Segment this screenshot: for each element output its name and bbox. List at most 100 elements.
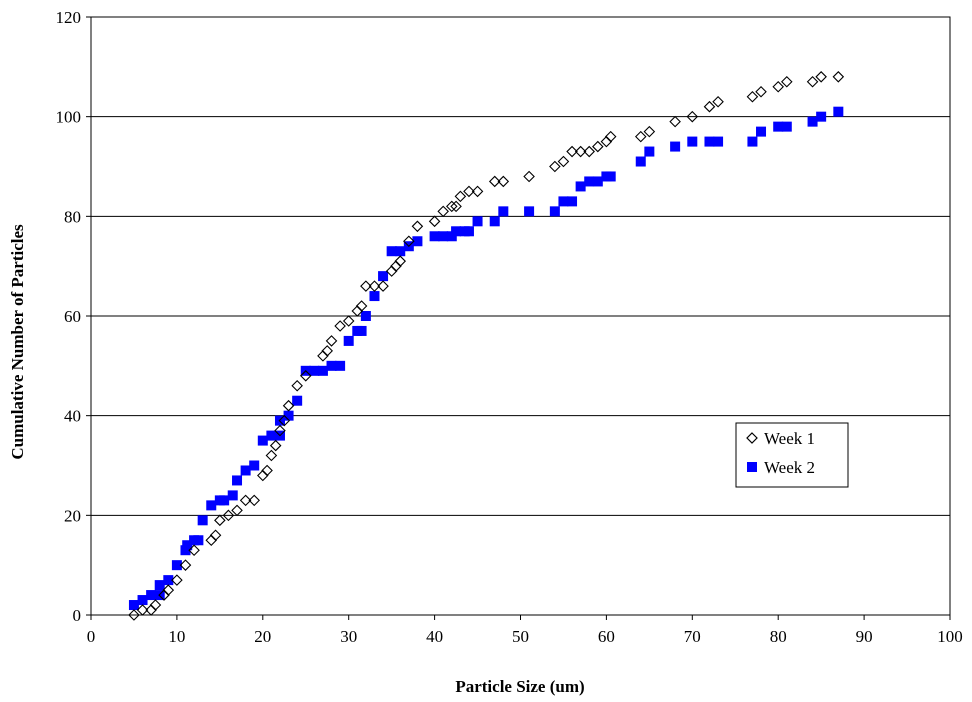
week-2-point-48 — [498, 206, 509, 217]
y-tick-label-100: 100 — [56, 108, 82, 127]
week-2-point-35 — [378, 271, 389, 282]
week-1-point-67 — [781, 76, 793, 88]
week-2-point-57 — [605, 171, 616, 182]
week-1-point-68 — [806, 76, 819, 88]
legend-item-week-1: Week 1 — [746, 429, 815, 448]
week-2-point-8 — [182, 540, 193, 551]
week-1-point-41 — [437, 205, 449, 218]
week-1-point-33 — [368, 280, 381, 292]
week-1-point-65 — [755, 85, 767, 98]
week-2-point-46 — [472, 216, 483, 227]
week-2-point-18 — [249, 460, 260, 471]
week-2-point-16 — [232, 475, 243, 486]
week-1-point-34 — [377, 280, 389, 292]
week-2-point-37 — [395, 246, 406, 257]
data-points — [128, 71, 845, 621]
week-2-point-67 — [781, 121, 792, 132]
week-1-point-11 — [214, 514, 226, 527]
week-2-point-6 — [171, 560, 182, 571]
week-1-point-13 — [231, 504, 243, 517]
week-1-point-6 — [171, 574, 183, 586]
legend-marker-week-1 — [746, 432, 758, 444]
week-1-point-27 — [325, 335, 338, 347]
y-tick-label-0: 0 — [73, 606, 82, 625]
x-tick-label-10: 10 — [168, 627, 185, 646]
week-1-point-64 — [746, 90, 759, 103]
week-2-point-53 — [575, 181, 586, 192]
x-axis-label: Particle Size (um) — [455, 677, 584, 696]
week-1-point-36 — [390, 260, 402, 272]
week-1-point-3 — [149, 599, 162, 611]
week-1-point-21 — [278, 414, 291, 427]
week-2-point-39 — [412, 236, 423, 247]
week-2-point-62 — [704, 136, 715, 147]
week-1-point-50 — [549, 160, 561, 173]
week-2-point-64 — [747, 136, 758, 147]
week-2-point-26 — [309, 365, 320, 376]
legend: Week 1 Week 2 — [735, 422, 849, 488]
legend-item-week-2: Week 2 — [747, 458, 815, 477]
week-1-point-25 — [317, 350, 329, 362]
week-1-point-56 — [600, 135, 613, 148]
week-2-point-34 — [369, 291, 380, 302]
week-2-point-15 — [227, 490, 238, 501]
week-2-point-33 — [360, 311, 371, 321]
week-1-point-20 — [274, 424, 286, 437]
week-2-point-69 — [816, 111, 827, 122]
y-tick-label-120: 120 — [56, 8, 82, 27]
week-2-point-51 — [558, 196, 569, 207]
week-1-point-52 — [566, 145, 578, 158]
week-2-point-36 — [386, 246, 397, 257]
x-tick-label-30: 30 — [340, 627, 357, 646]
week-2-point-14 — [219, 495, 230, 506]
week-1-point-60 — [669, 115, 681, 128]
week-1-point-44 — [454, 190, 467, 203]
week-1-point-12 — [222, 509, 235, 522]
week-1-point-32 — [360, 280, 372, 292]
week-1-point-8 — [188, 544, 200, 556]
week-1-point-70 — [832, 71, 845, 83]
week-1-point-26 — [321, 345, 334, 357]
y-tick-label-40: 40 — [64, 407, 81, 426]
week-1-point-31 — [355, 300, 368, 312]
week-1-point-57 — [604, 130, 617, 143]
week-2-point-60 — [670, 141, 681, 152]
y-tick-label-20: 20 — [64, 506, 81, 525]
week-1-point-42 — [446, 200, 458, 213]
week-2-point-27 — [317, 365, 328, 376]
week-2-point-2 — [146, 590, 157, 601]
week-2-point-52 — [567, 196, 578, 207]
week-2-point-47 — [489, 216, 500, 227]
week-2-point-68 — [807, 116, 818, 127]
week-2-point-20 — [266, 430, 277, 441]
week-2-point-5 — [163, 575, 174, 586]
week-1-point-0 — [128, 609, 140, 621]
legend-label-week-2: Week 2 — [764, 458, 815, 477]
legend-box — [735, 422, 849, 488]
x-tick-label-0: 0 — [87, 627, 96, 646]
x-tick-label-80: 80 — [770, 627, 787, 646]
week-1-point-35 — [385, 265, 398, 277]
legend-label-week-1: Week 1 — [764, 429, 815, 448]
week-2-point-0 — [128, 600, 139, 611]
week-1-point-7 — [179, 559, 192, 571]
week-1-point-10 — [209, 529, 222, 542]
week-2-point-17 — [240, 465, 251, 476]
x-tick-label-100: 100 — [937, 627, 963, 646]
week-2-point-63 — [713, 136, 724, 147]
week-1-point-55 — [592, 140, 604, 153]
week-2-point-40 — [429, 231, 440, 242]
week-1-point-24 — [299, 370, 312, 382]
week-1-point-1 — [136, 604, 149, 616]
week-2-point-24 — [292, 395, 303, 406]
week-2-point-70 — [833, 106, 844, 117]
week-1-point-17 — [261, 464, 273, 477]
week-2-point-65 — [756, 126, 767, 137]
week-1-point-15 — [248, 494, 260, 507]
week-1-point-38 — [403, 235, 415, 248]
week-1-point-43 — [450, 200, 462, 213]
week-1-point-23 — [291, 379, 303, 392]
week-2-point-43 — [451, 226, 462, 237]
y-tick-label-60: 60 — [64, 307, 81, 326]
